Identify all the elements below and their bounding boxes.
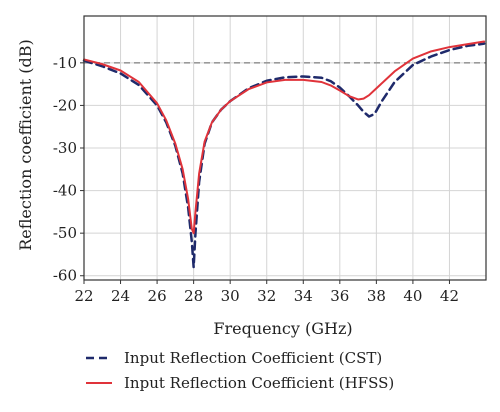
x-tick-label: 36 [330,287,349,305]
x-tick-label: 28 [184,287,203,305]
grid [83,16,486,280]
y-tick-label: -50 [53,224,77,242]
x-tick-label: 22 [74,287,93,305]
series-group [82,40,486,269]
x-tick-label: 24 [111,287,130,305]
y-axis-label: Reflection coefficient (dB) [16,39,35,251]
series-line-cst [82,42,486,269]
y-tick-labels: -10 -20 -30 -40 -50 -60 [53,54,84,285]
x-tick-label: 34 [294,287,313,305]
x-tick-label: 30 [221,287,240,305]
x-tick-label: 38 [367,287,386,305]
y-tick-label: -10 [53,54,77,72]
x-axis-label: Frequency (GHz) [213,319,352,338]
x-tick-label: 26 [148,287,167,305]
legend-label-cst: Input Reflection Coefficient (CST) [124,349,382,367]
legend: Input Reflection Coefficient (CST) Input… [86,349,394,392]
y-tick-label: -30 [53,139,77,157]
x-tick-label: 40 [403,287,422,305]
series-line-hfss [83,40,486,235]
x-tick-label: 32 [257,287,276,305]
x-tick-label: 42 [440,287,459,305]
legend-label-hfss: Input Reflection Coefficient (HFSS) [124,374,394,392]
y-tick-label: -20 [53,96,77,114]
y-tick-label: -60 [53,267,77,285]
y-tick-label: -40 [53,182,77,200]
x-tick-labels: 22 24 26 28 30 32 34 36 38 40 42 [74,280,459,305]
